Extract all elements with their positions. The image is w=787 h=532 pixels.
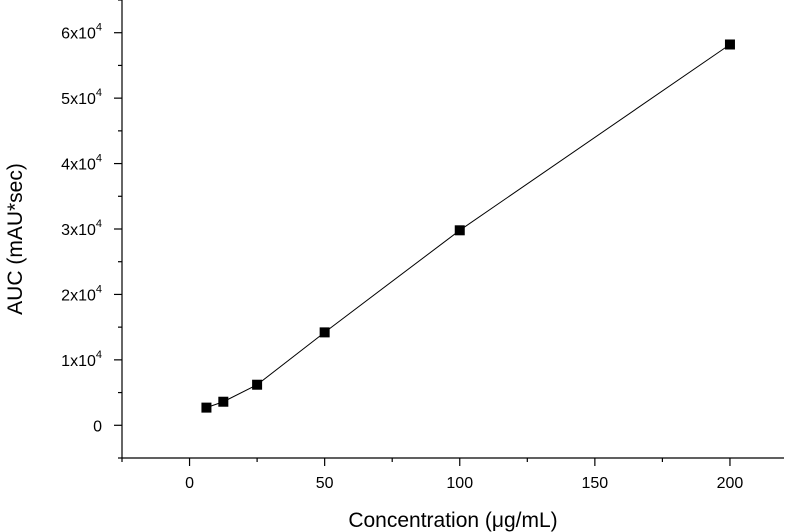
y-tick-label: 0 — [93, 418, 102, 435]
x-ticks: 0 50 100 150 200 — [121, 458, 744, 492]
data-point — [218, 396, 229, 407]
data-point — [319, 327, 330, 338]
y-tick-label: 4x104 — [61, 153, 102, 174]
data-point — [252, 379, 263, 390]
y-axis-title: AUC (mAU*sec) — [4, 163, 27, 315]
x-tick-label: 200 — [717, 475, 744, 492]
x-tick-label: 0 — [185, 475, 194, 492]
axes — [121, 0, 784, 459]
y-tick-label: 5x104 — [61, 87, 102, 108]
data-point — [201, 402, 212, 413]
series — [201, 39, 735, 413]
y-tick-label: 2x104 — [61, 283, 102, 304]
x-tick-label: 50 — [316, 475, 334, 492]
x-tick-label: 100 — [446, 475, 473, 492]
y-tick-label: 1x104 — [61, 349, 102, 370]
x-tick-label: 150 — [582, 475, 609, 492]
y-tick-label: 3x104 — [61, 218, 102, 239]
y-ticks: 0 1x104 2x104 3x104 4x104 5x104 6x104 — [61, 0, 122, 459]
x-axis-title: Concentration (μg/mL) — [348, 509, 557, 532]
y-tick-label: 6x104 — [61, 22, 102, 43]
series-line — [206, 44, 731, 409]
data-point — [454, 225, 465, 236]
data-point — [724, 39, 735, 50]
